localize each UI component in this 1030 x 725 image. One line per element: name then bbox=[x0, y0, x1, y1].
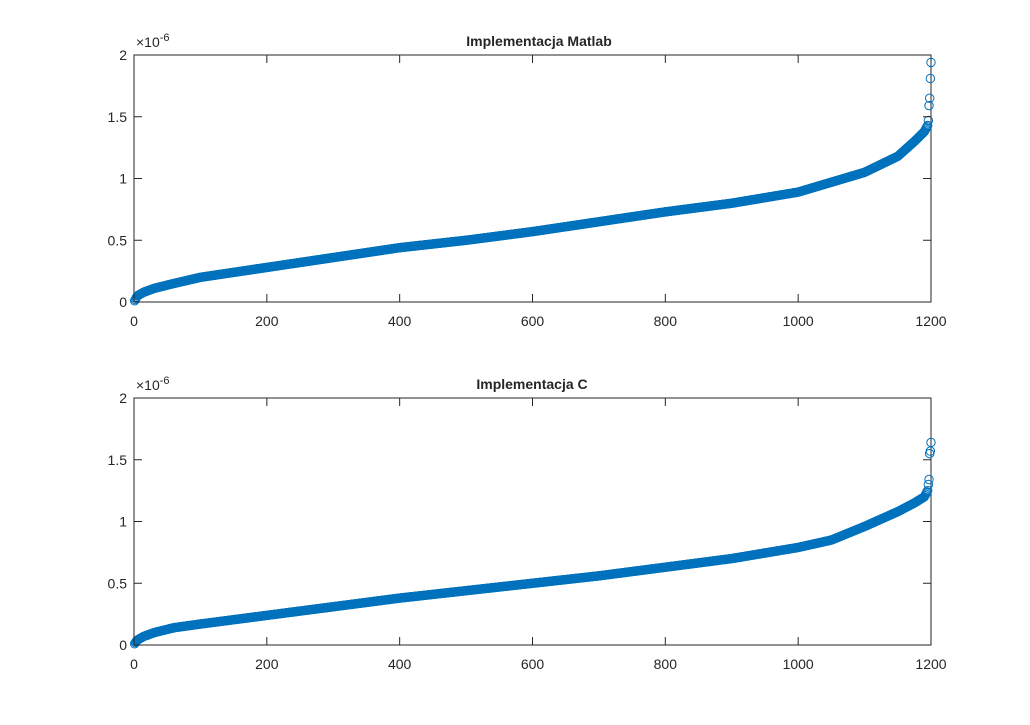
y-tick-label: 2 bbox=[119, 47, 127, 63]
x-tick-label: 600 bbox=[521, 313, 545, 329]
y-tick-label: 0.5 bbox=[108, 232, 128, 248]
y-tick-label: 2 bbox=[119, 390, 127, 406]
x-tick-label: 1200 bbox=[915, 313, 946, 329]
chart-title: Implementacja C bbox=[476, 376, 587, 392]
x-tick-label: 200 bbox=[255, 313, 279, 329]
x-tick-label: 200 bbox=[255, 656, 279, 672]
y-tick-label: 0 bbox=[119, 637, 127, 653]
x-tick-label: 1000 bbox=[783, 313, 814, 329]
y-tick-label: 0.5 bbox=[108, 575, 128, 591]
subplot-matlab: 0 200 400 600 800 1000 1200 0 0.5 1 1.5 2 Implemen… bbox=[108, 32, 947, 329]
y-tick-label: 1 bbox=[119, 171, 127, 187]
x-tick-label: 800 bbox=[654, 313, 678, 329]
y-tick-label: 1.5 bbox=[108, 109, 128, 125]
subplot-c: 0 200 400 600 800 1000 1200 0 0.5 1 1.5 2 Implemen… bbox=[108, 375, 947, 672]
y-tick-label: 0 bbox=[119, 294, 127, 310]
x-tick-label: 0 bbox=[130, 313, 138, 329]
x-tick-label: 1000 bbox=[783, 656, 814, 672]
x-tick-label: 0 bbox=[130, 656, 138, 672]
y-tick-label: 1.5 bbox=[108, 452, 128, 468]
x-tick-label: 600 bbox=[521, 656, 545, 672]
x-tick-label: 800 bbox=[654, 656, 678, 672]
x-tick-label: 400 bbox=[388, 656, 412, 672]
x-tick-label: 1200 bbox=[915, 656, 946, 672]
x-tick-label: 400 bbox=[388, 313, 412, 329]
axes-box bbox=[134, 398, 931, 645]
y-tick-label: 1 bbox=[119, 514, 127, 530]
chart-title: Implementacja Matlab bbox=[466, 33, 612, 49]
